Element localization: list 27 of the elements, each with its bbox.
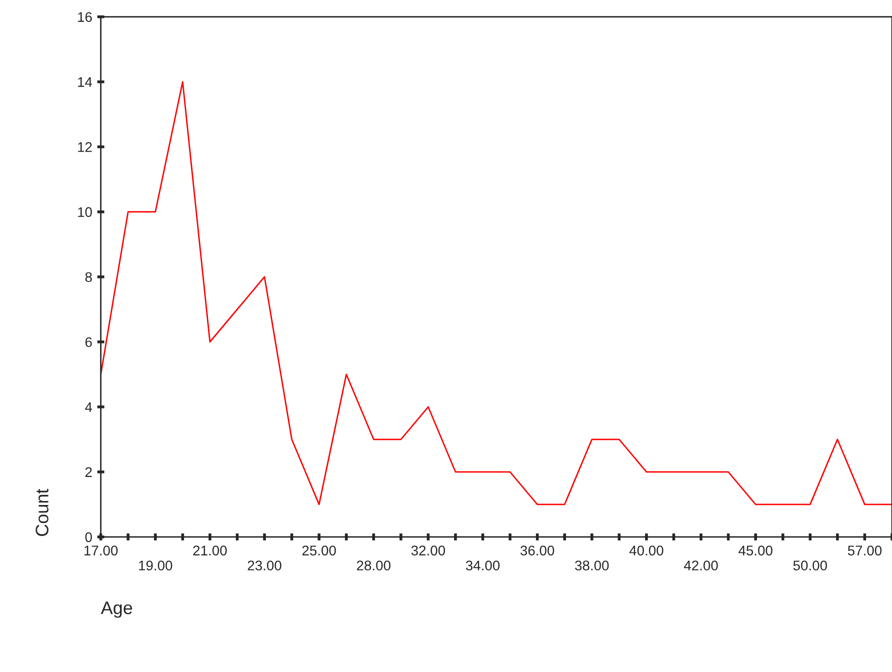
y-tick-label: 8 [85, 272, 92, 282]
x-tick-label: 34.00 [466, 560, 500, 570]
y-tick-label: 4 [85, 402, 92, 412]
x-tick-label: 45.00 [738, 546, 772, 556]
x-tick-label: 36.00 [520, 546, 554, 556]
line-series [100, 81, 892, 506]
y-tick-label: 2 [85, 467, 92, 477]
y-tick-label: 14 [78, 77, 92, 87]
x-tick-label: 42.00 [684, 560, 718, 570]
x-tick-label: 50.00 [793, 560, 827, 570]
x-axis-title: Age [100, 602, 132, 618]
x-tick-label: 38.00 [575, 560, 609, 570]
y-tick-label: 10 [78, 207, 92, 218]
x-tick-label: 23.00 [248, 560, 282, 570]
x-tick-label: 40.00 [629, 546, 664, 556]
x-tick-label: 19.00 [139, 560, 172, 570]
y-tick-label: 6 [85, 337, 92, 348]
x-tick-label: 32.00 [411, 546, 446, 556]
x-tick-label: 57.00 [848, 546, 882, 556]
x-tick-label: 21.00 [193, 546, 227, 556]
x-tick-label: 25.00 [302, 546, 336, 556]
y-tick-label: 12 [78, 142, 92, 152]
y-tick-label: 0 [85, 532, 92, 542]
x-tick-label: 28.00 [356, 560, 390, 570]
y-tick-label: 16 [78, 12, 92, 22]
x-tick-label: 17.00 [84, 546, 118, 556]
y-axis-title: Count [36, 488, 48, 536]
